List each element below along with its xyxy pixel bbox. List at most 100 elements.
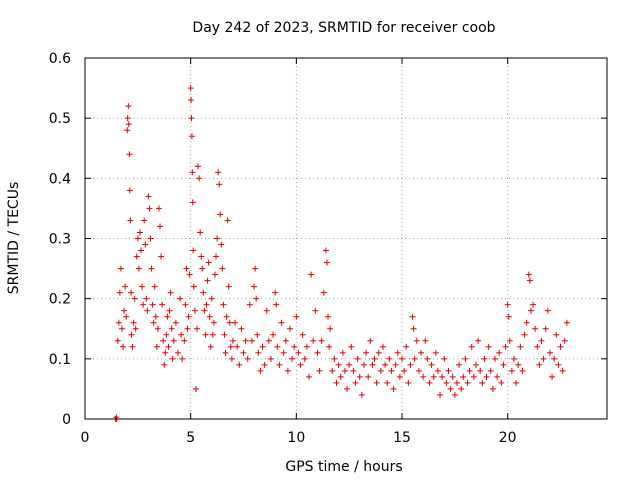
data-point xyxy=(375,349,382,356)
data-point xyxy=(523,319,530,326)
data-point xyxy=(184,325,191,332)
data-point xyxy=(201,307,208,314)
data-point xyxy=(214,235,221,242)
data-point xyxy=(133,253,140,260)
data-point xyxy=(377,367,384,374)
y-tick-label: 0.5 xyxy=(49,111,71,127)
data-point xyxy=(439,373,446,380)
data-point xyxy=(352,379,359,386)
y-tick-label: 0.1 xyxy=(49,352,71,368)
data-point xyxy=(189,199,196,206)
x-tick-label: 10 xyxy=(287,430,305,446)
data-point xyxy=(174,349,181,356)
data-point xyxy=(458,385,465,392)
data-point xyxy=(453,379,460,386)
data-point xyxy=(286,325,293,332)
data-point xyxy=(123,313,130,320)
data-point xyxy=(128,331,135,338)
data-point xyxy=(318,337,325,344)
data-point xyxy=(207,343,214,350)
data-point xyxy=(187,85,194,92)
data-point xyxy=(502,343,509,350)
data-point xyxy=(114,337,121,344)
data-point xyxy=(449,373,456,380)
data-point xyxy=(167,289,174,296)
data-point xyxy=(273,301,280,308)
data-point xyxy=(224,217,231,224)
data-point xyxy=(356,373,363,380)
y-tick-label: 0.4 xyxy=(49,171,71,187)
data-point xyxy=(563,319,570,326)
data-point xyxy=(197,229,204,236)
data-point xyxy=(546,349,553,356)
data-point xyxy=(451,391,458,398)
data-point xyxy=(477,367,484,374)
data-point xyxy=(216,181,223,188)
data-point xyxy=(312,307,319,314)
data-point xyxy=(121,307,128,314)
data-point xyxy=(527,307,534,314)
x-axis-label: GPS time / hours xyxy=(285,459,402,475)
data-point xyxy=(289,355,296,362)
data-point xyxy=(172,319,179,326)
data-point xyxy=(190,247,197,254)
data-point xyxy=(200,289,207,296)
data-point xyxy=(544,307,551,314)
data-point xyxy=(282,337,289,344)
data-point xyxy=(508,367,515,374)
data-point xyxy=(466,367,473,374)
data-point xyxy=(191,307,198,314)
data-point xyxy=(127,217,134,224)
data-point xyxy=(164,313,171,320)
data-point xyxy=(232,319,239,326)
data-point xyxy=(161,361,168,368)
data-point xyxy=(348,343,355,350)
data-point xyxy=(426,379,433,386)
data-point xyxy=(382,361,389,368)
data-point xyxy=(259,343,266,350)
data-point xyxy=(154,325,161,332)
data-point xyxy=(206,313,213,320)
data-point xyxy=(487,367,494,374)
data-point xyxy=(346,361,353,368)
data-point xyxy=(413,337,420,344)
data-point xyxy=(407,361,414,368)
data-point xyxy=(327,325,334,332)
data-point xyxy=(242,337,249,344)
data-point xyxy=(236,361,243,368)
data-point xyxy=(208,295,215,302)
data-point xyxy=(227,343,234,350)
y-tick-label: 0 xyxy=(62,412,71,428)
data-point xyxy=(248,337,255,344)
data-point xyxy=(115,319,122,326)
data-point xyxy=(129,343,136,350)
data-point xyxy=(316,367,323,374)
data-point xyxy=(519,367,526,374)
data-point xyxy=(204,277,211,284)
data-point xyxy=(186,271,193,278)
data-point xyxy=(331,355,338,362)
data-point xyxy=(540,355,547,362)
data-point xyxy=(525,271,532,278)
data-point xyxy=(220,301,227,308)
data-point xyxy=(178,331,185,338)
data-point xyxy=(386,355,393,362)
data-point xyxy=(339,349,346,356)
data-point xyxy=(549,373,556,380)
data-point xyxy=(308,271,315,278)
grid-lines xyxy=(85,58,607,419)
data-point xyxy=(500,361,507,368)
data-point xyxy=(225,283,232,290)
data-point xyxy=(462,355,469,362)
data-point xyxy=(182,301,189,308)
data-point xyxy=(145,193,152,200)
data-point xyxy=(276,361,283,368)
data-point xyxy=(194,325,201,332)
data-point xyxy=(526,277,533,284)
axis-ticks: 0 5 10 15 20 0 0.1 0.2 0.3 0.4 0.5 0.6 xyxy=(49,51,607,446)
data-point xyxy=(144,307,151,314)
data-point xyxy=(181,337,188,344)
data-point xyxy=(221,331,228,338)
data-point xyxy=(272,289,279,296)
data-point xyxy=(365,373,372,380)
